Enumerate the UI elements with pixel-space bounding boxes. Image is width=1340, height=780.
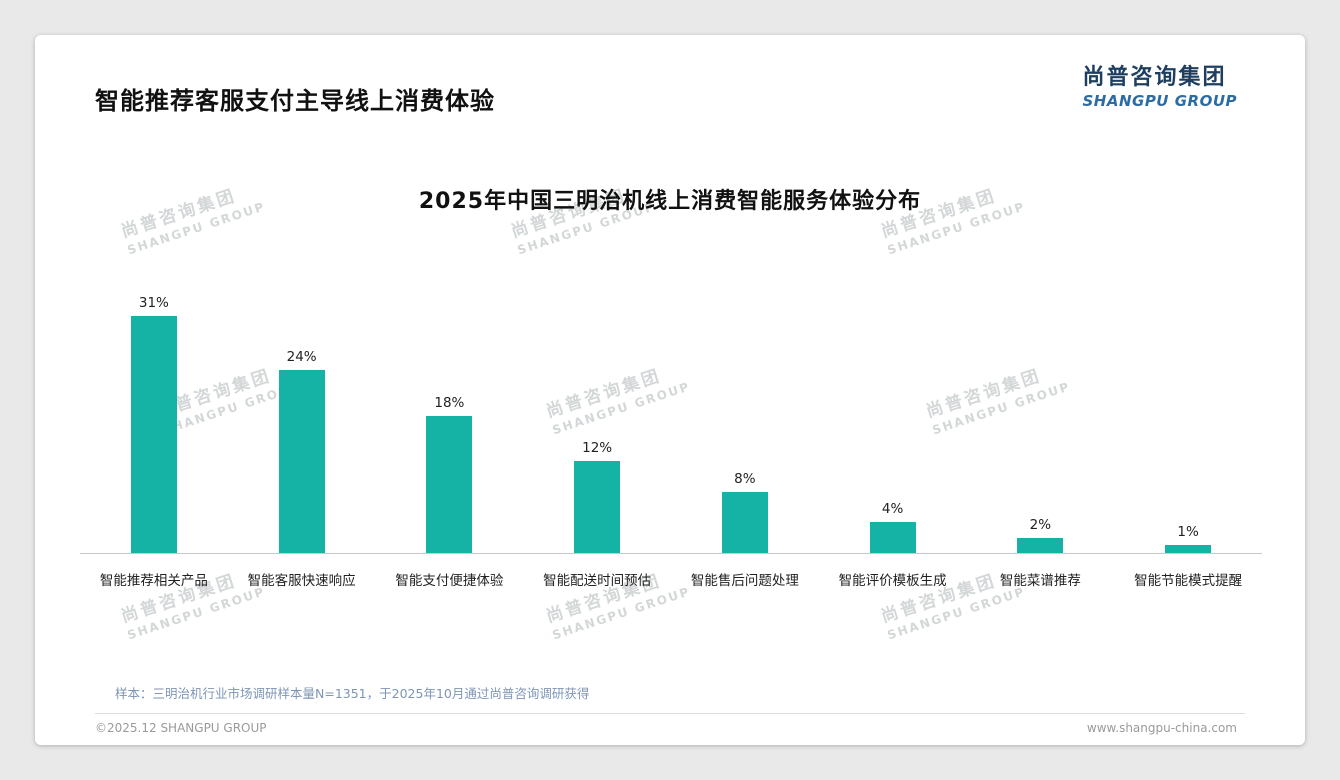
bar-category-label: 智能节能模式提醒: [1134, 573, 1243, 589]
watermark-en-text: SHANGPU GROUP: [885, 584, 1028, 643]
bar-category-label: 智能售后问题处理: [690, 573, 799, 589]
bar-value-label: 2%: [1029, 517, 1052, 533]
plot-area: 31% 24% 18% 12% 8% 4% 2% 1%: [80, 265, 1262, 554]
source-note: 样本：三明治机行业市场调研样本量N=1351，于2025年10月通过尚普咨询调研…: [115, 686, 590, 701]
bar-category-label: 智能客服快速响应: [247, 573, 356, 589]
bar-group: 8%: [671, 471, 819, 553]
page-title: 智能推荐客服支付主导线上消费体验: [95, 87, 495, 115]
bar-category-label: 智能推荐相关产品: [99, 573, 208, 589]
watermark-en-text: SHANGPU GROUP: [550, 584, 693, 643]
slide-card: 尚普咨询集团 SHANGPU GROUP 尚普咨询集团 SHANGPU GROUP 尚普…: [35, 35, 1305, 745]
bar-value-label: 8%: [734, 471, 756, 487]
bar-chart: 31% 24% 18% 12% 8% 4% 2% 1% 智能推荐相关产品 智能客服快速响应 智能支…: [80, 265, 1262, 589]
bar-group: 12%: [523, 440, 671, 553]
bar-value-label: 24%: [286, 349, 317, 365]
chart-title: 2025年中国三明治机线上消费智能服务体验分布: [418, 189, 922, 214]
bar-group: 18%: [376, 395, 524, 553]
x-axis-labels: 智能推荐相关产品 智能客服快速响应 智能支付便捷体验 智能配送时间预估 智能售后问题处理…: [80, 554, 1262, 589]
bar-group: 24%: [228, 349, 376, 553]
bar-value-label: 4%: [881, 501, 904, 517]
bar: [426, 416, 473, 553]
watermark-en-text: SHANGPU GROUP: [125, 584, 268, 643]
bar-group: 31%: [80, 295, 228, 553]
bar-category-label: 智能评价模板生成: [838, 573, 947, 589]
bar-value-label: 31%: [138, 295, 169, 311]
bar: [721, 492, 768, 553]
logo-cn-text: 尚普咨询集团: [1082, 65, 1227, 90]
company-logo: 尚普咨询集团 SHANGPU GROUP: [1082, 59, 1237, 110]
footer-website: www.shangpu-china.com: [1086, 721, 1237, 735]
logo-en-text: SHANGPU GROUP: [1082, 92, 1237, 110]
bar: [278, 370, 325, 553]
bar: [1165, 545, 1212, 553]
bar: [869, 522, 916, 553]
bar-group: 1%: [1114, 524, 1262, 553]
bar-value-label: 12%: [582, 440, 613, 456]
bar-category-label: 智能菜谱推荐: [999, 573, 1081, 589]
bar-group: 2%: [967, 517, 1115, 553]
bar: [1017, 538, 1064, 553]
footer-copyright: ©2025.12 SHANGPU GROUP: [95, 721, 267, 735]
bar-value-label: 18%: [434, 395, 465, 411]
bar: [130, 316, 177, 553]
bar-group: 4%: [819, 501, 967, 553]
bar-category-label: 智能配送时间预估: [543, 573, 652, 589]
bar: [574, 461, 621, 553]
bar-category-label: 智能支付便捷体验: [395, 573, 504, 589]
footer-divider: [95, 713, 1245, 714]
bar-value-label: 1%: [1177, 524, 1199, 540]
